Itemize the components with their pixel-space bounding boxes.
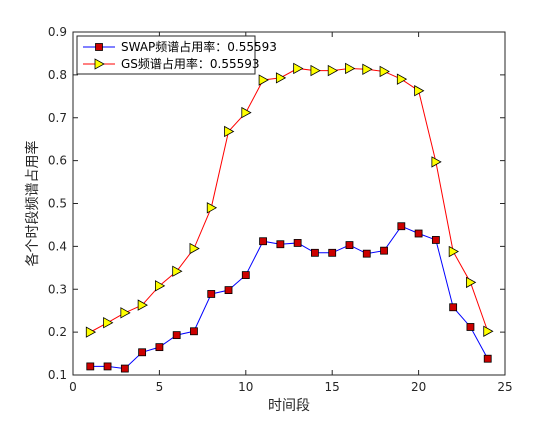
data-point — [85, 326, 97, 338]
data-point — [206, 202, 218, 214]
data-point — [86, 362, 95, 371]
y-tick-label: 0.2 — [48, 325, 67, 339]
y-tick-label: 0.1 — [48, 368, 67, 382]
data-point — [466, 276, 477, 289]
data-series — [85, 62, 494, 373]
plot-area — [72, 31, 506, 376]
data-point — [396, 73, 408, 85]
data-point — [380, 246, 388, 255]
data-point — [275, 72, 287, 84]
x-tick-label: 5 — [156, 380, 164, 394]
data-point — [207, 290, 216, 298]
data-point — [259, 237, 267, 246]
data-point — [138, 348, 147, 357]
axes-box — [72, 31, 506, 376]
y-tick-label: 0.9 — [48, 25, 67, 39]
y-tick-label: 0.3 — [48, 282, 67, 296]
data-point — [466, 323, 475, 331]
data-point — [189, 242, 200, 255]
y-axis-title: 各个时段频谱占用率 — [24, 141, 41, 267]
y-tick-label: 0.4 — [48, 239, 67, 253]
legend-entry-label: GS频谱占用率：0.55593 — [121, 56, 260, 71]
data-point — [431, 236, 440, 244]
data-point — [120, 364, 129, 373]
data-point — [103, 362, 112, 371]
data-point — [94, 58, 105, 70]
data-point — [155, 343, 164, 352]
data-point — [448, 245, 459, 258]
series-1 — [86, 222, 492, 373]
axes: 0 5 10 15 20 25 0.1 0.2 0.3 0.4 0.5 0.6 0.7 0.8 0.9 — [48, 25, 513, 394]
data-point — [414, 229, 423, 238]
data-point — [345, 241, 354, 249]
data-point — [483, 354, 492, 363]
data-point — [328, 248, 337, 257]
data-point — [311, 248, 319, 257]
data-point — [327, 64, 339, 77]
data-point — [362, 63, 373, 75]
data-point — [95, 43, 103, 51]
data-point — [345, 62, 356, 75]
data-point — [224, 286, 233, 295]
data-point — [172, 265, 183, 277]
data-point — [293, 62, 304, 75]
data-point — [241, 106, 252, 119]
x-axis-title: 时间段 — [268, 398, 310, 414]
series-2 — [85, 62, 494, 338]
x-tick-label: 15 — [325, 380, 340, 394]
data-point — [362, 249, 371, 258]
data-point — [397, 222, 406, 231]
legend: SWAP频谱占用率：0.55593 GS频谱占用率：0.55593 — [76, 35, 277, 75]
data-point — [310, 64, 321, 77]
data-point — [483, 325, 494, 337]
data-point — [449, 303, 458, 312]
data-point — [276, 240, 285, 249]
x-tick-label: 0 — [69, 380, 77, 394]
x-tick-label: 20 — [411, 380, 426, 394]
data-point — [293, 239, 302, 247]
data-point — [431, 156, 442, 168]
data-point — [103, 317, 114, 329]
data-point — [172, 331, 181, 340]
legend-box — [76, 35, 256, 75]
y-tick-label: 0.7 — [48, 111, 67, 125]
data-point — [241, 271, 250, 280]
x-tick-label: 10 — [238, 380, 253, 394]
data-point — [414, 85, 425, 97]
data-point — [258, 74, 269, 86]
data-point — [224, 125, 235, 138]
data-point — [154, 280, 166, 292]
y-tick-label: 0.6 — [48, 154, 67, 168]
data-point — [379, 65, 390, 78]
y-tick-label: 0.5 — [48, 197, 67, 211]
data-point — [137, 299, 148, 311]
y-tick-label: 0.8 — [48, 68, 67, 82]
data-point — [190, 327, 198, 336]
data-point — [120, 307, 131, 319]
legend-entry-label: SWAP频谱占用率：0.55593 — [121, 39, 277, 54]
x-tick-label: 25 — [497, 380, 512, 394]
